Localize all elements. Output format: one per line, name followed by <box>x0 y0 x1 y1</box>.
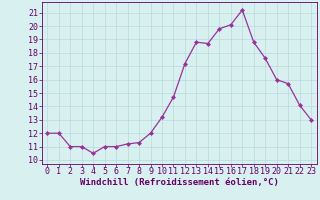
X-axis label: Windchill (Refroidissement éolien,°C): Windchill (Refroidissement éolien,°C) <box>80 178 279 187</box>
